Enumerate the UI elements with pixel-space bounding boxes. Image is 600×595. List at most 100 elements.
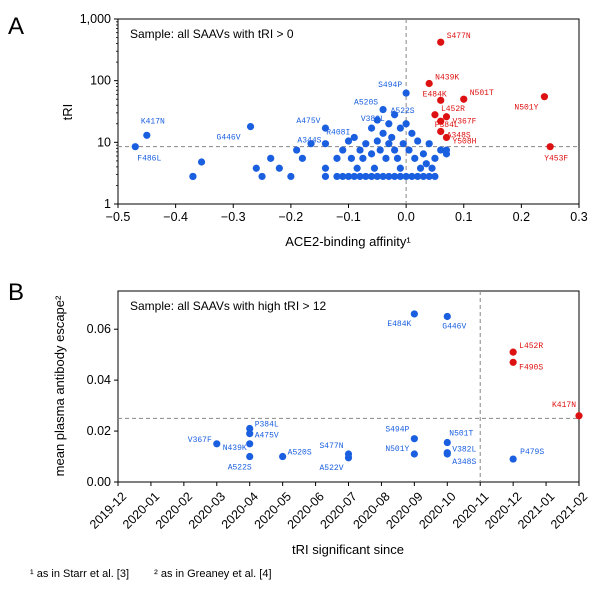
panel-b-y-axis-label: mean plasma antibody escape²	[52, 295, 67, 476]
panel-b-x-axis-label: tRI significant since	[292, 542, 404, 557]
panel-b-plot-area	[117, 290, 580, 483]
point-label: A522S	[228, 464, 252, 473]
point-s477n	[437, 38, 445, 46]
point-y453f	[546, 143, 554, 151]
point-a475v	[246, 430, 254, 438]
footnotes: ¹ as in Starr et al. [3] ² as in Greaney…	[30, 568, 294, 580]
point-e484k	[437, 96, 445, 104]
data-point	[287, 172, 295, 181]
panel-a-x-axis-label: ACE2-binding affinity¹	[285, 234, 411, 249]
point-g446v	[246, 122, 255, 131]
data-point	[344, 172, 353, 181]
data-point	[356, 146, 364, 154]
data-point	[267, 154, 275, 162]
y-tick-label: 100	[90, 74, 111, 88]
data-point	[321, 172, 330, 181]
y-tick-label: 1,000	[80, 12, 111, 26]
point-label: A520S	[288, 449, 312, 458]
point-label: V382L	[452, 446, 476, 455]
point-v382l	[385, 120, 393, 128]
point-label: A348S	[452, 458, 476, 467]
point-label: N501Y	[385, 445, 409, 454]
point-v367f	[213, 440, 221, 448]
point-a344s	[321, 140, 330, 148]
data-point	[189, 172, 197, 181]
data-point	[399, 140, 407, 148]
data-point	[339, 146, 347, 154]
data-point	[367, 124, 376, 132]
point-l452r	[431, 111, 439, 119]
point-k417n	[143, 131, 151, 139]
point-label: P384L	[435, 121, 459, 130]
point-n439k	[425, 79, 433, 88]
data-point	[431, 172, 439, 181]
data-point	[362, 172, 370, 181]
data-point	[402, 172, 410, 181]
data-point	[391, 146, 399, 154]
x-tick-label: 0.1	[455, 210, 472, 224]
footnote-greaney: ² as in Greaney et al. [4]	[154, 568, 272, 580]
point-label: A520S	[354, 99, 378, 108]
point-n501t	[460, 95, 468, 103]
data-point	[437, 146, 445, 154]
data-point	[405, 146, 413, 154]
chart-panel-b: Sample: all SAAVs with high tRI > 12 tRI…	[52, 290, 580, 557]
point-label: Y508H	[452, 137, 476, 146]
point-label: R408I	[326, 128, 350, 137]
point-label: Y453F	[544, 155, 568, 164]
point-r408i	[350, 133, 358, 142]
data-point	[356, 172, 364, 181]
x-tick-label: 0.2	[513, 210, 530, 224]
point-label: S477N	[447, 32, 471, 41]
point-label: L452R	[441, 105, 465, 114]
data-point	[393, 154, 402, 162]
point-a522s	[391, 111, 399, 119]
point-g446v	[443, 312, 451, 321]
point-a520s	[379, 105, 387, 114]
point-p479s	[509, 455, 517, 463]
point-y508h	[442, 133, 451, 142]
data-point	[373, 172, 381, 181]
point-p384l	[246, 424, 254, 433]
point-label: S477N	[319, 442, 343, 451]
data-point	[419, 172, 428, 181]
point-n439k	[246, 440, 254, 448]
data-point	[402, 120, 410, 128]
data-point	[385, 140, 393, 148]
point-label: A344S	[297, 137, 321, 146]
data-point	[442, 146, 451, 154]
point-a522s	[246, 452, 254, 461]
point-label: A522S	[391, 107, 415, 116]
data-point	[367, 172, 376, 181]
x-tick-label: 2020-10	[416, 489, 458, 531]
data-point	[416, 164, 425, 172]
x-tick-label: 2021-02	[548, 489, 590, 531]
data-point	[293, 146, 301, 154]
point-a475v	[321, 124, 330, 132]
data-point	[347, 154, 355, 162]
x-tick-label: −0.5	[106, 210, 131, 224]
point-label: K417N	[141, 117, 165, 126]
data-point	[362, 140, 370, 148]
data-point	[425, 140, 433, 148]
data-point	[367, 150, 376, 158]
point-label: G446V	[217, 134, 241, 143]
x-tick-label: −0.4	[163, 210, 188, 224]
point-s494p	[402, 89, 410, 97]
x-tick-label: −0.3	[221, 210, 246, 224]
data-point	[396, 172, 404, 181]
data-point	[425, 172, 433, 181]
data-point	[422, 160, 430, 168]
data-point	[373, 137, 381, 145]
point-label: G446V	[442, 322, 466, 331]
x-tick-label: −0.1	[336, 210, 361, 224]
data-point	[307, 140, 315, 148]
point-e484k	[410, 310, 418, 318]
data-point	[382, 154, 390, 162]
data-point	[353, 164, 361, 172]
y-tick-label: 0.00	[87, 475, 111, 489]
data-point	[396, 164, 404, 172]
panel-a-marks: −0.5 −0.4 −0.3 −0.2 −0.1 0.0 0.1 0.2 0.3 1 10 100 1,…	[80, 12, 588, 224]
y-tick-label: 1	[104, 197, 111, 211]
